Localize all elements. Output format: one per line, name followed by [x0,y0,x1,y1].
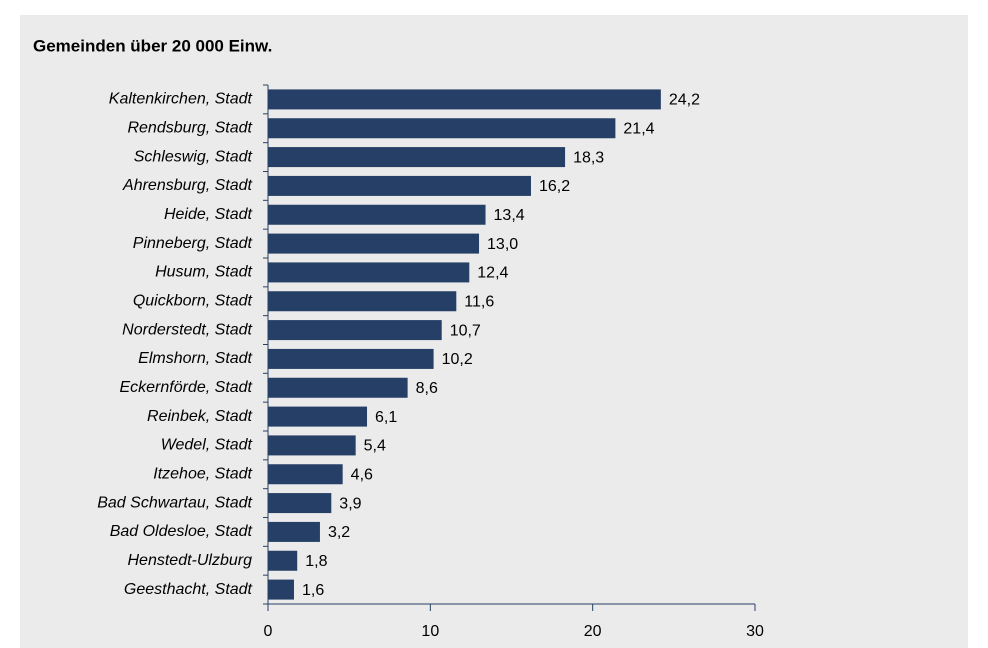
data-label: 18,3 [573,149,604,166]
data-label: 4,6 [351,466,373,483]
data-label: 21,4 [623,120,654,137]
bar [268,464,343,485]
y-tick-label: Bad Schwartau, Stadt [97,494,252,511]
bar [268,348,434,369]
y-tick-label: Reinbek, Stadt [147,408,253,425]
y-tick-label: Geesthacht, Stadt [124,581,253,598]
bar [268,579,294,600]
data-label: 12,4 [477,265,508,282]
y-tick-label: Husum, Stadt [155,264,252,281]
y-tick-label: Quickborn, Stadt [133,292,253,309]
bar [268,406,368,427]
bar [268,262,470,283]
y-tick-label: Pinneberg, Stadt [133,235,253,252]
y-tick-label: Rendsburg, Stadt [127,119,252,136]
bar [268,320,442,341]
bar [268,435,356,456]
x-tick-label: 20 [584,623,602,640]
bar [268,233,480,254]
data-label: 10,7 [450,322,481,339]
y-tick-label: Henstedt-Ulzburg [128,552,253,569]
bar [268,291,457,312]
data-label: 1,8 [305,553,327,570]
data-label: 16,2 [539,178,570,195]
bar [268,377,408,398]
data-label: 13,4 [494,207,525,224]
data-label: 6,1 [375,409,397,426]
data-label: 1,6 [302,582,324,599]
bar [268,550,298,571]
y-tick-label: Bad Oldesloe, Stadt [110,523,253,540]
data-label: 10,2 [442,351,473,368]
x-tick-label: 30 [746,623,764,640]
x-tick-label: 0 [264,623,273,640]
data-label: 11,6 [464,293,494,310]
data-label: 3,2 [328,524,350,541]
bar [268,89,661,110]
y-tick-label: Kaltenkirchen, Stadt [109,91,253,108]
data-label: 5,4 [364,438,386,455]
y-tick-label: Wedel, Stadt [161,437,253,454]
bar [268,175,531,196]
y-tick-label: Elmshorn, Stadt [138,350,252,367]
chart-title: Gemeinden über 20 000 Einw. [33,36,272,55]
y-tick-label: Heide, Stadt [164,206,253,223]
data-label: 3,9 [339,495,361,512]
y-tick-label: Ahrensburg, Stadt [122,177,253,194]
y-tick-label: Schleswig, Stadt [134,148,253,165]
x-tick-label: 10 [421,623,439,640]
bar [268,118,616,139]
data-label: 13,0 [487,236,518,253]
y-tick-label: Norderstedt, Stadt [122,321,252,338]
bar [268,204,486,225]
bar [268,147,566,168]
bar [268,493,332,514]
y-tick-label: Itzehoe, Stadt [153,465,252,482]
data-label: 8,6 [416,380,438,397]
bar [268,521,320,542]
y-tick-label: Eckernförde, Stadt [119,379,252,396]
data-label: 24,2 [669,92,700,109]
